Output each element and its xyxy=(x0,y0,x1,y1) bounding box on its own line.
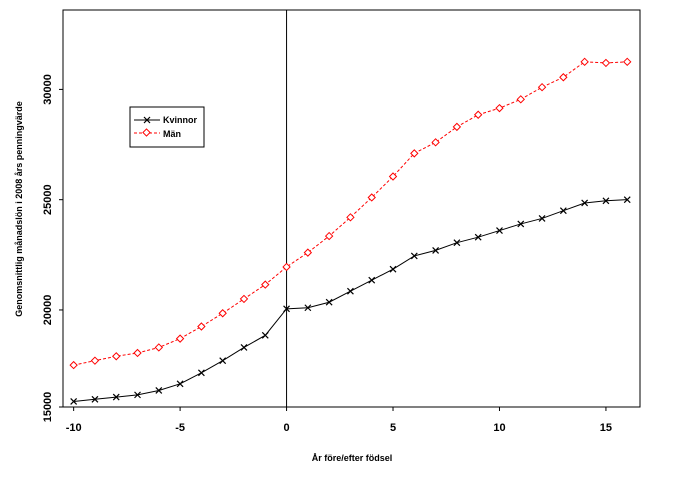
x-tick-label: -5 xyxy=(175,422,185,434)
data-point-kvinnor xyxy=(134,391,141,399)
legend-marker-kvinnor xyxy=(143,116,151,124)
data-point-kvinnor xyxy=(347,287,354,295)
x-tick-label: 15 xyxy=(600,422,612,434)
legend-marker-man xyxy=(142,128,151,137)
data-point-man xyxy=(197,322,206,331)
x-tick-label: 10 xyxy=(493,422,505,434)
data-point-man xyxy=(261,280,270,289)
y-tick-label: 15000 xyxy=(42,392,54,423)
data-point-man xyxy=(282,262,291,272)
plot-frame xyxy=(62,9,641,408)
data-point-kvinnor xyxy=(219,357,227,365)
data-point-man xyxy=(133,348,142,358)
data-point-kvinnor xyxy=(70,398,78,405)
data-point-man xyxy=(495,103,504,113)
data-point-kvinnor xyxy=(389,265,397,273)
data-point-kvinnor xyxy=(410,252,418,260)
data-point-man xyxy=(239,294,249,304)
x-tick-label: -10 xyxy=(66,422,82,434)
data-point-kvinnor xyxy=(538,215,546,222)
data-point-man xyxy=(175,334,185,343)
data-point-man xyxy=(580,57,589,67)
data-point-man xyxy=(623,57,632,67)
y-tick-label: 30000 xyxy=(42,74,54,105)
data-point-man xyxy=(601,58,611,68)
data-point-man xyxy=(516,95,525,104)
data-point-man xyxy=(324,231,334,241)
data-point-man xyxy=(559,73,568,82)
data-point-man xyxy=(473,110,483,119)
series-line-kvinnor xyxy=(73,199,628,402)
data-point-man xyxy=(410,149,419,158)
data-point-man xyxy=(431,138,440,147)
data-point-kvinnor xyxy=(368,276,376,284)
data-point-man xyxy=(303,248,313,257)
x-tick-label: 0 xyxy=(283,422,289,434)
data-point-man xyxy=(154,343,164,352)
data-point-kvinnor xyxy=(581,199,589,207)
series-line-man xyxy=(73,61,628,366)
data-point-man xyxy=(367,193,376,202)
y-axis-title: Genomsnittlig månadslön i 2008 års penni… xyxy=(14,101,24,317)
legend-label-man: Män xyxy=(163,129,181,139)
data-point-man xyxy=(537,82,547,92)
y-tick-label: 20000 xyxy=(42,295,54,326)
data-point-kvinnor xyxy=(623,196,631,204)
legend: Kvinnor Män xyxy=(129,106,205,148)
data-point-kvinnor xyxy=(432,246,440,254)
x-axis-title: År före/efter födsel xyxy=(312,453,393,463)
data-point-kvinnor xyxy=(517,220,525,228)
data-point-kvinnor xyxy=(496,227,503,234)
data-point-man xyxy=(452,122,462,132)
data-point-kvinnor xyxy=(112,393,120,401)
data-point-man xyxy=(90,356,100,365)
legend-label-kvinnor: Kvinnor xyxy=(163,115,197,125)
data-point-kvinnor xyxy=(91,395,99,403)
data-point-kvinnor xyxy=(240,344,248,351)
data-point-kvinnor xyxy=(176,380,184,388)
data-point-kvinnor xyxy=(261,331,269,339)
data-point-kvinnor xyxy=(197,369,205,377)
data-point-kvinnor xyxy=(304,304,312,312)
data-point-kvinnor xyxy=(559,207,567,215)
y-tick-label: 25000 xyxy=(42,184,54,215)
x-tick-label: 5 xyxy=(390,422,396,434)
legend-box xyxy=(129,106,205,148)
data-point-kvinnor xyxy=(325,298,333,306)
data-point-kvinnor xyxy=(474,233,482,241)
data-point-man xyxy=(112,352,121,361)
data-point-man xyxy=(346,213,355,222)
data-point-kvinnor xyxy=(453,239,461,247)
data-point-kvinnor xyxy=(283,305,290,313)
data-point-man xyxy=(69,360,78,370)
data-point-kvinnor xyxy=(602,197,610,205)
data-point-man xyxy=(388,172,398,181)
data-point-kvinnor xyxy=(155,387,163,394)
data-point-man xyxy=(218,309,227,318)
